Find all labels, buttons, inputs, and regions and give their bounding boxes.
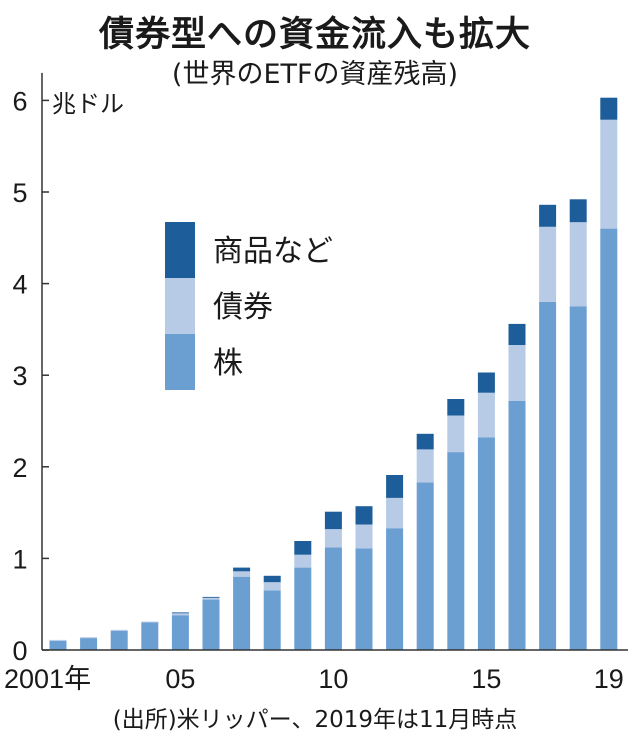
x-tick-label: 05 xyxy=(165,664,195,694)
legend-label: 商品など xyxy=(213,234,333,269)
legend-swatch xyxy=(165,278,195,334)
bar-segment xyxy=(263,582,281,591)
bar-segment xyxy=(294,567,312,650)
bar-segment xyxy=(477,392,495,438)
bar-segment xyxy=(539,226,557,302)
bar-segment xyxy=(233,571,251,577)
bar-segment xyxy=(294,554,312,568)
bar-segment xyxy=(447,415,465,453)
bar-segment xyxy=(539,204,557,227)
bar-segment xyxy=(447,399,465,416)
bar-segment xyxy=(600,228,618,650)
bar-segment xyxy=(416,449,434,483)
bar-segment xyxy=(141,622,159,650)
bar-segment xyxy=(202,597,220,600)
bar-segment xyxy=(110,629,128,631)
bar-segment xyxy=(386,497,404,529)
bar-segment xyxy=(202,599,220,650)
bar-segment xyxy=(569,199,587,223)
legend-label: 債券 xyxy=(213,290,273,325)
y-tick-label: 6 xyxy=(12,86,27,116)
legend-label: 株 xyxy=(213,346,243,381)
bar-segment xyxy=(263,590,281,650)
x-tick-label: 15 xyxy=(471,664,501,694)
bar-segment xyxy=(386,475,404,498)
bar-segment xyxy=(110,630,128,650)
bars-layer xyxy=(49,97,618,650)
bar-segment xyxy=(600,119,618,229)
bar-segment xyxy=(355,524,373,549)
bar-segment xyxy=(416,482,434,650)
legend-swatch xyxy=(165,222,195,278)
y-tick-label: 3 xyxy=(12,361,27,391)
bar-segment xyxy=(141,621,159,623)
bar-segment xyxy=(477,437,495,650)
axis-layer: 0 1 2 3 4 5 6 兆ドル 2001年 05 10 15 19 xyxy=(4,72,628,694)
bar-segment xyxy=(80,637,98,639)
bar-segment xyxy=(508,345,526,401)
chart-subtitle: (世界のETFの資産残高) xyxy=(171,59,459,90)
bar-segment xyxy=(447,452,465,650)
bar-segment xyxy=(569,222,587,307)
bar-segment xyxy=(324,529,342,548)
bar-segment xyxy=(171,613,189,616)
bar-segment xyxy=(171,615,189,650)
bar-segment xyxy=(233,567,251,572)
bar-segment xyxy=(202,596,220,598)
bar-segment xyxy=(233,576,251,650)
y-tick-label: 0 xyxy=(12,636,27,666)
bar-segment xyxy=(355,548,373,650)
bar-segment xyxy=(324,547,342,650)
legend-swatch xyxy=(165,334,195,390)
bar-segment xyxy=(508,400,526,650)
x-tick-label: 2001年 xyxy=(4,664,91,694)
bar-segment xyxy=(600,97,618,120)
bar-segment xyxy=(171,612,189,614)
y-tick-label: 1 xyxy=(12,544,27,574)
bar-segment xyxy=(569,306,587,650)
x-tick-label: 10 xyxy=(318,664,348,694)
y-tick-label: 5 xyxy=(12,178,27,208)
bar-segment xyxy=(416,433,434,450)
unit-label: 兆ドル xyxy=(52,90,124,118)
bar-segment xyxy=(263,575,281,583)
bar-segment xyxy=(324,511,342,530)
bar-segment xyxy=(49,639,67,641)
source-note: (出所)米リッパー、2019年は11月時点 xyxy=(112,707,518,733)
y-tick-label: 2 xyxy=(12,453,27,483)
bar-segment xyxy=(49,640,67,650)
bar-segment xyxy=(539,301,557,650)
x-tick-label: 19 xyxy=(594,664,624,694)
chart-title: 債券型への資金流入も拡大 xyxy=(98,15,531,55)
bar-segment xyxy=(355,506,373,525)
bar-segment xyxy=(508,323,526,345)
y-tick-label: 4 xyxy=(12,270,27,300)
bar-segment xyxy=(294,541,312,555)
bar-segment xyxy=(477,372,495,393)
bar-segment xyxy=(80,638,98,650)
bar-segment xyxy=(386,528,404,650)
